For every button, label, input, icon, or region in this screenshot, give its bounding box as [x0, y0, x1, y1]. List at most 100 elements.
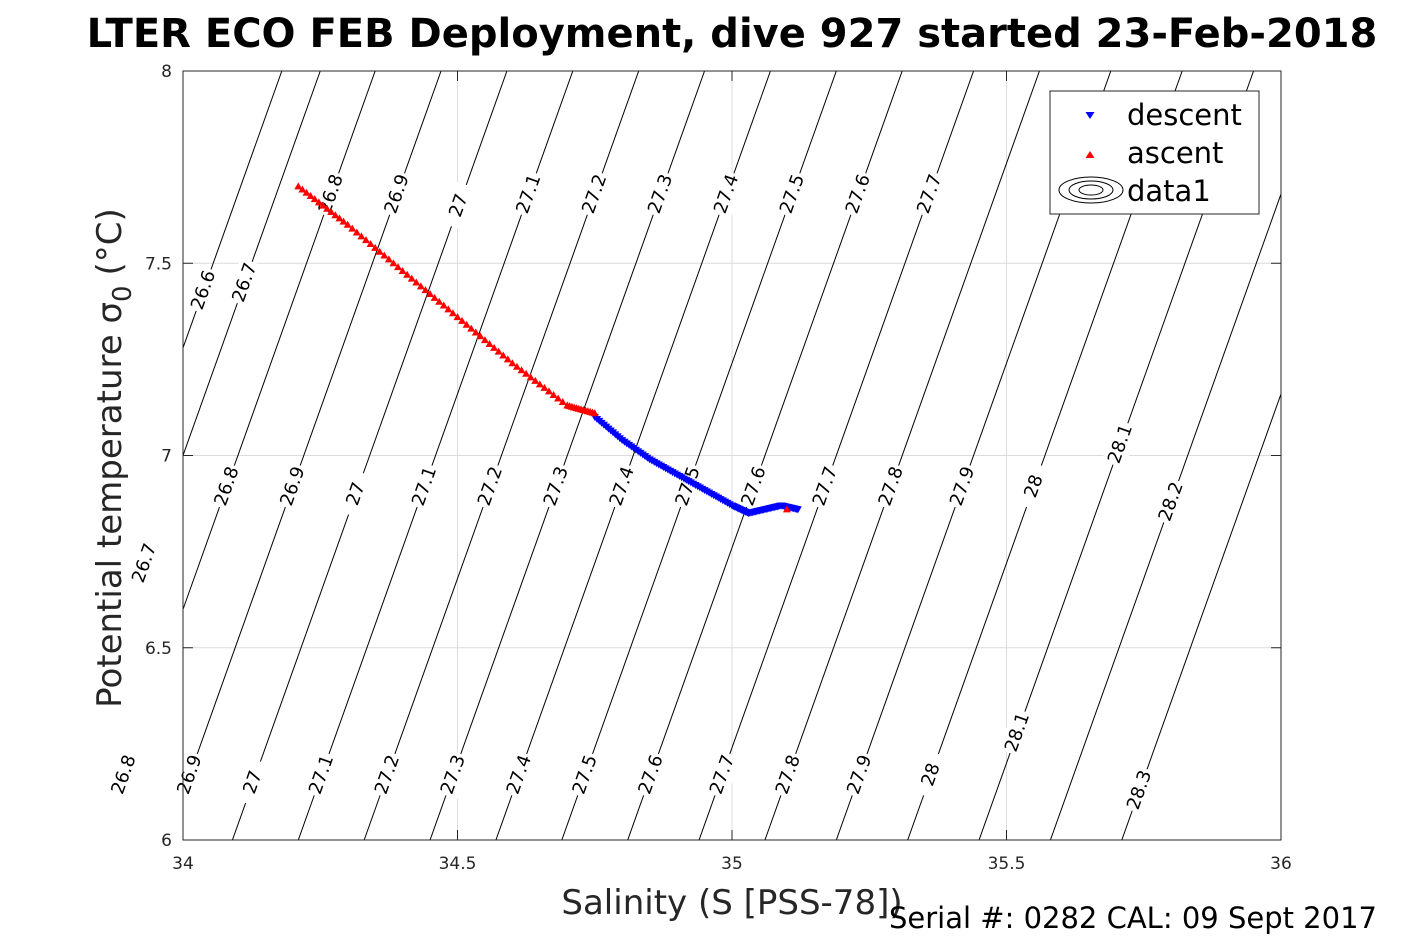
ascent-point-7 [323, 204, 332, 212]
ascent-point-51 [522, 369, 531, 377]
legend-label-descent: descent [1127, 98, 1242, 132]
ascent-point-20 [380, 251, 389, 259]
contour-label-bg [1015, 461, 1053, 512]
ascent-point-5 [314, 198, 323, 206]
ascent-point-22 [389, 259, 398, 267]
legend-marker-ascent [1085, 151, 1095, 158]
ascent-point-16 [362, 236, 370, 244]
ascent-point-14 [352, 228, 361, 236]
contour-label-bg [840, 749, 879, 800]
ascent-point-11 [339, 217, 348, 225]
contour-label-bg [537, 461, 576, 512]
ascent-point-3 [306, 191, 315, 199]
ascent-point-53 [531, 376, 540, 384]
x-tick-label-0: 34 [172, 854, 194, 874]
legend-marker-descent [1085, 112, 1095, 119]
contour-label-bg [1101, 419, 1140, 469]
contour-label-bg [703, 749, 742, 800]
contour-label-bg [669, 461, 707, 512]
ascent-point-54 [535, 380, 544, 388]
contour-label-bg [105, 749, 143, 800]
ascent-point-50 [517, 366, 526, 374]
descent-point-108 [793, 506, 802, 514]
contour-label-bg [735, 461, 773, 512]
contour-line-28.2 [1049, 192, 1281, 840]
contour-label-bg [500, 749, 538, 800]
ascent-point-29 [421, 286, 430, 294]
ascent-point-21 [384, 255, 393, 263]
ascent-point-27 [412, 278, 421, 286]
ascent-point-26 [407, 274, 416, 282]
y-tick-label-3: 7.5 [145, 254, 172, 274]
contour-label-bg [440, 180, 478, 231]
ascent-point-57 [549, 390, 558, 398]
ascent-point-33 [439, 301, 448, 309]
contour-label-bg [769, 749, 807, 800]
ascent-point-48 [508, 359, 517, 367]
ascent-point-40 [471, 328, 480, 336]
x-tick-label-2: 35 [721, 854, 743, 874]
legend-marker-data1 [1058, 176, 1124, 204]
contour-line-26.6 [183, 71, 283, 350]
contour-label-bg [1152, 476, 1190, 527]
ascent-point-17 [366, 240, 375, 248]
contour-label-bg [943, 461, 982, 512]
ascent-point-15 [357, 232, 366, 240]
contour-label-bg [1120, 765, 1159, 815]
tick-labels: 34 34.5 35 35.5 36 6 6.5 7 7.5 8 [145, 62, 1292, 874]
contour-label-bg [839, 169, 877, 219]
contour-labels: 26.6 26.726.726.826.826.826.926.926.92727… [105, 169, 1190, 815]
contour-label-bg [274, 461, 312, 512]
ascent-point-38 [462, 320, 471, 328]
contour-label-bg [434, 749, 473, 800]
contour-label-bg [773, 169, 812, 219]
y-tick-label-1: 6.5 [145, 639, 172, 659]
contour-label-bg [184, 265, 223, 315]
ascent-point-1 [298, 185, 307, 193]
contour-line-26.7 [183, 71, 321, 457]
ascent-point-34 [444, 305, 453, 313]
contour-label-bg [405, 461, 444, 512]
legend-box [1049, 90, 1260, 215]
x-axis-label: Salinity (S [PSS-78]) [561, 883, 902, 923]
ascent-point-30 [426, 290, 435, 298]
axes-box [182, 70, 1282, 841]
contour-label-bg [576, 169, 614, 219]
x-tick-label-4: 36 [1270, 854, 1292, 874]
contour-line-27.8 [764, 71, 1040, 840]
y-axis-label-sub: 0 [108, 285, 138, 302]
ascent-point-12 [343, 220, 352, 228]
ascent-point-43 [485, 339, 494, 347]
contour-label-bg [641, 169, 680, 219]
ascent-point-39 [467, 324, 476, 332]
ascent-point-last [782, 505, 791, 513]
ascent-point-47 [503, 355, 512, 363]
contour-label-bg [806, 461, 845, 512]
contour-label-bg [912, 749, 950, 800]
ascent-point-23 [394, 263, 403, 271]
contour-label-bg [910, 169, 949, 219]
ascent-point-46 [499, 351, 508, 359]
contour-label-bg [208, 461, 246, 512]
x-tick-label-3: 35.5 [988, 854, 1026, 874]
ascent-point-56 [545, 387, 553, 395]
chart-title: LTER ECO FEB Deployment, dive 927 starte… [87, 11, 1378, 57]
contour-label-bg [378, 169, 416, 219]
ascent-point-44 [490, 343, 499, 351]
y-tick-label-4: 8 [161, 62, 172, 82]
contour-label-bg [302, 749, 341, 800]
ascent-point-9 [331, 211, 340, 219]
legend: descent ascent data1 [1049, 90, 1260, 215]
ascent-point-45 [494, 347, 503, 355]
ascent-point-32 [435, 297, 444, 305]
contour-line-28.3 [1121, 392, 1281, 840]
ascent-point-0 [294, 182, 303, 190]
contour-label-bg [337, 469, 375, 519]
ascent-point-28 [416, 282, 425, 290]
ascent-point-55 [540, 383, 549, 391]
data-series [294, 182, 802, 518]
y-axis-label: Potential temperature σ0 (°C) [90, 208, 138, 708]
ascent-point-19 [375, 247, 384, 255]
ascent-point-36 [453, 313, 462, 321]
serial-cal-footer: Serial #: 0282 CAL: 09 Sept 2017 [889, 901, 1377, 935]
